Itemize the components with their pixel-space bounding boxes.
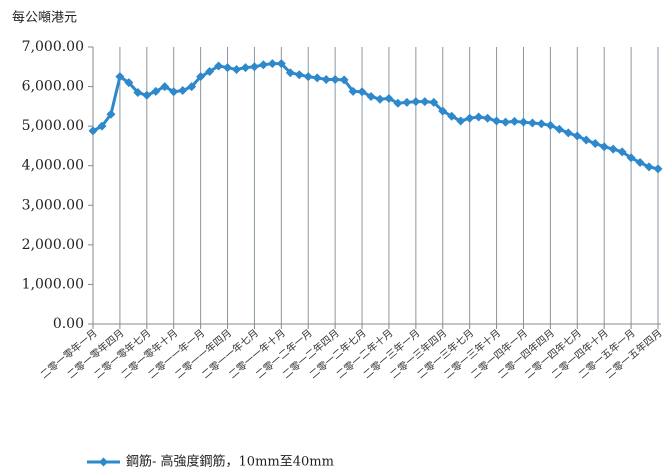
y-tick-label: 1,000.00: [22, 276, 84, 292]
point-marker: [483, 113, 493, 123]
point-marker: [231, 65, 241, 75]
point-marker: [88, 126, 98, 136]
point-marker: [214, 61, 224, 71]
point-marker: [653, 164, 663, 174]
y-tick-label: 3,000.00: [22, 197, 84, 213]
point-marker: [393, 98, 403, 108]
y-tick-label: 6,000.00: [22, 79, 84, 95]
point-marker: [133, 88, 143, 98]
point-marker: [626, 153, 636, 163]
point-marker: [249, 62, 259, 72]
point-marker: [160, 82, 170, 92]
point-marker: [106, 109, 116, 119]
point-marker: [644, 162, 654, 172]
y-axis-label: 每公噸港元: [12, 10, 77, 26]
point-marker: [321, 74, 331, 84]
point-marker: [348, 86, 358, 96]
point-marker: [456, 116, 466, 126]
point-marker: [285, 68, 295, 78]
point-marker: [330, 74, 340, 84]
point-marker: [608, 144, 618, 154]
point-marker: [635, 158, 645, 168]
point-marker: [563, 128, 573, 138]
point-marker: [492, 116, 502, 126]
point-marker: [312, 73, 322, 83]
point-marker: [599, 142, 609, 152]
point-marker: [384, 93, 394, 103]
y-tick-label: 2,000.00: [22, 237, 84, 253]
point-marker: [196, 72, 206, 82]
point-marker: [518, 117, 528, 127]
point-marker: [510, 116, 520, 126]
point-marker: [240, 63, 250, 73]
point-marker: [572, 131, 582, 141]
point-marker: [474, 112, 484, 122]
y-tick-label: 7,000.00: [22, 39, 84, 55]
point-marker: [536, 119, 546, 129]
point-marker: [501, 117, 511, 127]
point-marker: [554, 124, 564, 134]
point-marker: [142, 90, 152, 100]
point-marker: [205, 67, 215, 77]
point-marker: [375, 94, 385, 104]
point-marker: [366, 91, 376, 101]
point-marker: [465, 113, 475, 123]
point-marker: [545, 120, 555, 130]
point-marker: [581, 135, 591, 145]
legend-label: 鋼筋- 高強度鋼筋，10mm至40mm: [126, 454, 334, 468]
point-marker: [527, 118, 537, 128]
point-marker: [411, 97, 421, 107]
y-tick-label: 4,000.00: [22, 158, 84, 174]
point-marker: [151, 86, 161, 96]
point-marker: [276, 59, 286, 69]
y-tick-label: 0.00: [53, 316, 84, 332]
point-marker: [303, 72, 313, 82]
y-tick-label: 5,000.00: [22, 118, 84, 134]
point-marker: [420, 97, 430, 107]
point-marker: [258, 60, 268, 70]
point-marker: [339, 75, 349, 85]
point-marker: [97, 121, 107, 131]
point-marker: [187, 82, 197, 92]
point-marker: [617, 147, 627, 157]
point-marker: [429, 97, 439, 107]
legend-marker: [99, 457, 108, 467]
series-line: [92, 62, 659, 171]
point-marker: [223, 63, 233, 73]
point-marker: [357, 87, 367, 97]
point-marker: [124, 78, 134, 88]
point-marker: [178, 86, 188, 96]
point-marker: [115, 72, 125, 82]
point-marker: [402, 97, 412, 107]
point-marker: [438, 106, 448, 116]
point-marker: [294, 70, 304, 80]
point-marker: [169, 87, 179, 97]
point-marker: [447, 111, 457, 121]
point-marker: [590, 139, 600, 149]
point-marker: [267, 59, 277, 69]
